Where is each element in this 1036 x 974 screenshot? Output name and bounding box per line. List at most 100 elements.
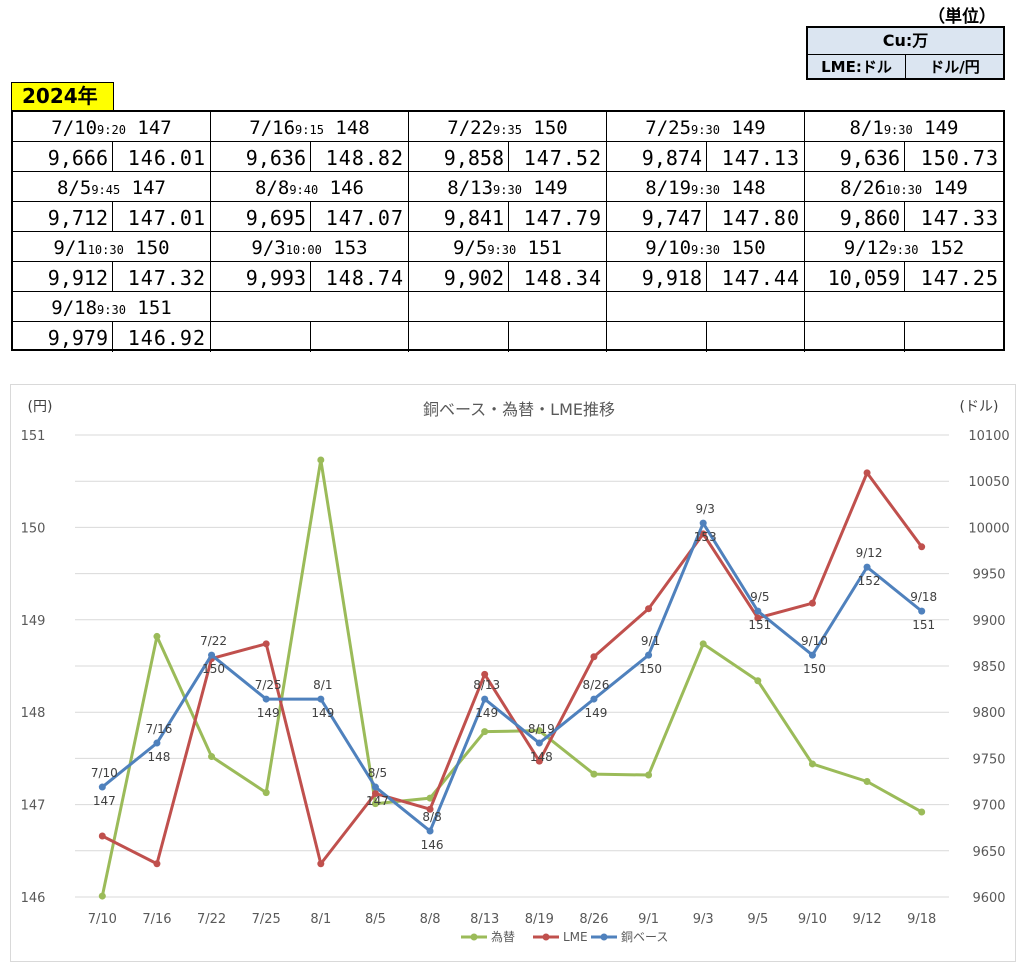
point-label-date: 8/8 [422,810,441,824]
series-point-0 [208,753,216,761]
fx-cell: 147.01 [113,202,211,232]
entry-date: 8/1 [849,117,884,139]
series-point-1 [262,640,270,648]
entry-date: 7/25 [645,117,692,139]
y-left-tick-label: 151 [21,429,46,444]
series-point-1 [98,832,106,840]
entry-date: 8/8 [254,177,290,199]
series-point-0 [371,800,379,808]
chart-title: 銅ベース・為替・LME推移 [423,400,615,419]
x-tick-label: 8/26 [579,912,608,927]
table-header-row: 8/59:45 147 8/89:40 146 8/139:30 149 8/199:… [13,172,1003,202]
series-point-0 [918,808,926,816]
x-tick-label: 7/10 [88,912,117,927]
spacer [126,297,137,319]
entry-time: 9:15 [295,123,324,137]
lme-cell [805,322,905,352]
fx-cell: 146.01 [113,142,211,172]
entry-time: 9:30 [883,123,913,137]
series-line-2 [101,521,923,833]
x-tick-label: 9/10 [798,912,827,927]
unit-row: LME:ドル ドル/円 [808,55,1003,79]
y-right-tick-label: 10000 [968,521,1009,536]
entry-date: 7/16 [249,117,296,139]
lme-cell [409,322,509,352]
fx-cell: 148.82 [311,142,409,172]
series-point-0 [699,640,707,648]
lme-cell: 9,912 [13,262,113,292]
point-label-value: 152 [858,574,881,588]
date-price-cell: 8/59:45 147 [13,172,211,202]
entry-date: 8/26 [840,177,886,199]
point-label-value: 148 [147,750,170,764]
series-point-0 [590,770,598,778]
series-point-1 [371,790,379,798]
lme-cell: 9,747 [607,202,707,232]
date-price-cell: 9/129:30 152 [805,232,1003,262]
date-price-cell: 8/139:30 149 [409,172,607,202]
series-point-1 [535,757,543,765]
point-label-value: 149 [475,706,498,720]
date-price-cell: 9/110:30 150 [13,232,211,262]
x-tick-label: 8/8 [420,912,441,927]
lme-cell: 9,993 [211,262,311,292]
unit-box: Cu:万 LME:ドル ドル/円 [806,26,1005,80]
fx-cell: 148.74 [311,262,409,292]
series-point-2 [535,739,543,747]
entry-price: 146 [329,177,364,199]
entry-date: 8/13 [447,177,494,199]
fx-cell [509,322,607,352]
date-price-cell: 8/19:30 149 [805,112,1003,142]
date-price-cell [805,292,1003,322]
legend-marker [470,933,478,941]
entry-price: 147 [137,117,172,139]
series-point-2 [863,563,871,571]
fx-cell: 147.33 [905,202,1003,232]
entry-time: 10:30 [885,183,923,197]
date-price-cell: 9/109:30 150 [607,232,805,262]
entry-price: 148 [335,117,370,139]
entry-date: 8/19 [645,177,692,199]
fx-cell: 148.34 [509,262,607,292]
series-point-1 [153,860,161,868]
entry-time: 10:30 [87,243,124,257]
lme-cell: 9,636 [211,142,311,172]
unit-lme: LME:ドル [808,55,906,79]
point-label-date: 8/1 [313,678,332,692]
entry-price: 149 [731,117,766,139]
series-point-2 [317,695,325,703]
series-point-2 [754,607,762,615]
spacer [922,177,933,199]
point-label-value: 149 [584,706,607,720]
legend-label: 為替 [491,930,515,944]
price-table: 7/109:20 147 7/169:15 148 7/229:35 150 7/25… [11,110,1005,352]
date-price-cell: 7/259:30 149 [607,112,805,142]
y-right-tick-label: 9600 [972,891,1005,906]
series-point-0 [808,760,816,768]
series-point-2 [918,607,926,615]
x-tick-label: 9/12 [852,912,881,927]
series-point-0 [98,892,106,900]
entry-price: 149 [533,177,568,199]
series-point-1 [317,860,325,868]
lme-cell: 9,902 [409,262,509,292]
point-label-date: 9/5 [750,590,769,604]
point-label-date: 9/3 [696,502,715,516]
series-point-0 [481,728,489,736]
table-value-row: 9,912 147.32 9,993 148.74 9,902 148.34 9,918 14… [13,262,1003,292]
series-point-2 [590,695,598,703]
series-point-1 [481,670,489,678]
series-point-1 [426,805,434,813]
line-chart: 9600 9650 9700 9750 9800 9850 9900 9950 10000 100… [21,399,1010,944]
series-point-2 [98,783,106,791]
unit-cu: Cu:万 [808,28,1003,55]
point-label-date: 7/10 [91,766,118,780]
y-left-tick-label: 146 [21,891,46,906]
point-label-date: 7/25 [255,678,282,692]
point-label-date: 7/16 [145,722,172,736]
date-price-cell [607,292,805,322]
spacer [522,177,533,199]
point-label-value: 150 [202,662,225,676]
entry-date: 7/10 [51,117,98,139]
point-label-value: 150 [639,662,662,676]
